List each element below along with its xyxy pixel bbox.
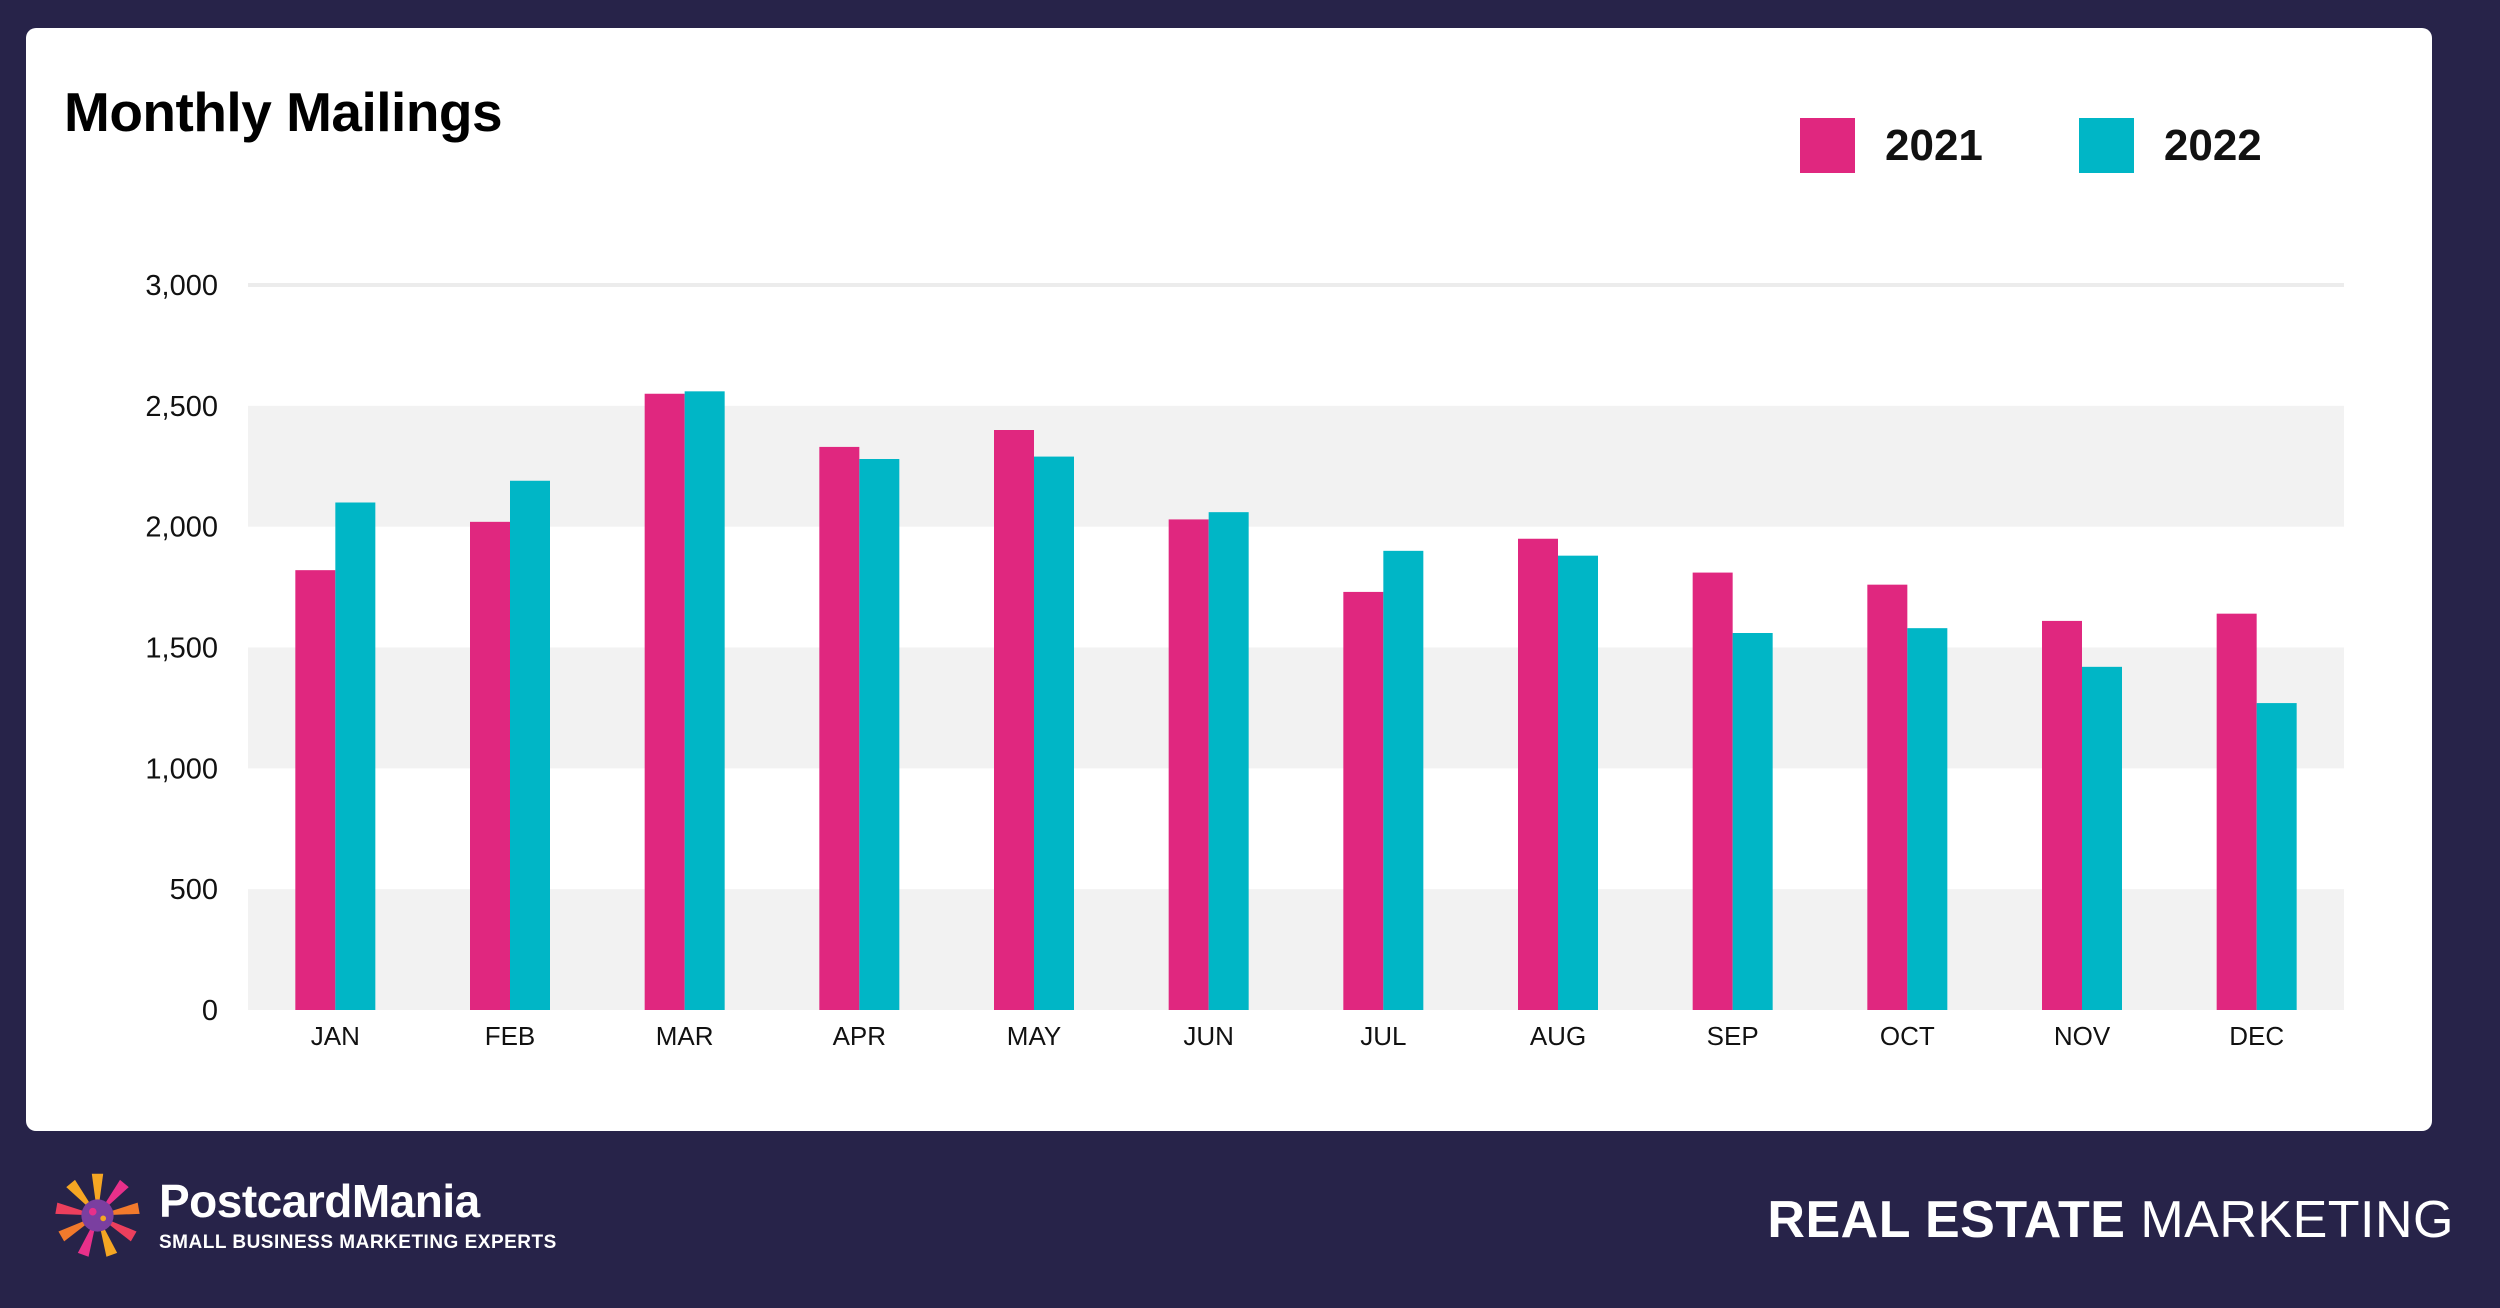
category-label-light: MARKETING: [2140, 1191, 2454, 1249]
x-tick-label: SEP: [1707, 1021, 1759, 1051]
bar-2021: [1168, 519, 1209, 1010]
legend-item-2022: 2022: [2078, 118, 2262, 173]
chart-title: Monthly Mailings: [64, 81, 503, 143]
x-tick-label: MAR: [656, 1021, 714, 1051]
y-tick-label: 1,500: [145, 633, 218, 665]
bar-2021: [1518, 538, 1558, 1010]
brand-tagline: SMALL BUSINESS MARKETING EXPERTS: [159, 1231, 557, 1253]
y-tick-label: 2,000: [145, 512, 218, 544]
brand-name: PostcardMania: [159, 1174, 480, 1227]
y-tick-label: 3,000: [145, 270, 218, 302]
bar-2022: [510, 480, 550, 1010]
x-tick-label: JUN: [1183, 1021, 1234, 1051]
bar-2022: [1732, 633, 1773, 1010]
bar-2022: [1907, 628, 1948, 1010]
bar-2022: [684, 391, 725, 1010]
grid-band: [248, 889, 2344, 1010]
brand-logo: PostcardMania SMALL BUSINESS MARKETING E…: [50, 1168, 557, 1263]
bar-2022: [1034, 456, 1074, 1010]
x-tick-label: JAN: [311, 1021, 360, 1051]
bar-2021: [2042, 620, 2082, 1010]
y-tick-label: 1,000: [145, 753, 218, 785]
y-tick-label: 2,500: [145, 391, 218, 423]
x-tick-label: APR: [833, 1021, 886, 1051]
grid-band: [248, 405, 2344, 527]
bar-2021: [295, 570, 336, 1010]
legend-swatch-2022: [2078, 118, 2134, 173]
bar-2021: [1867, 584, 1908, 1010]
x-tick-label: JUL: [1360, 1021, 1406, 1051]
x-tick-label: DEC: [2229, 1021, 2284, 1051]
x-tick-label: FEB: [485, 1021, 536, 1051]
grid-band: [248, 647, 2344, 769]
legend-item-2021: 2021: [1800, 118, 1983, 173]
bar-2022: [335, 502, 376, 1010]
legend: 2021 2022: [1800, 118, 2262, 173]
x-tick-label: OCT: [1880, 1021, 1935, 1051]
category-label: REAL ESTATE MARKETING: [1767, 1190, 2454, 1250]
bar-2021: [1692, 572, 1733, 1010]
bar-2022: [1208, 512, 1249, 1010]
y-tick-label: 0: [202, 995, 218, 1027]
legend-swatch-2021: [1800, 118, 1855, 173]
bar-2022: [859, 459, 900, 1010]
x-tick-label: NOV: [2054, 1021, 2111, 1051]
bar-2021: [994, 430, 1034, 1010]
bar-2021: [470, 521, 510, 1010]
x-tick-label: MAY: [1007, 1021, 1061, 1051]
legend-label-2022: 2022: [2163, 120, 2262, 170]
y-tick-label: 500: [170, 874, 218, 906]
bar-2022: [1558, 555, 1598, 1010]
bar-2022: [2256, 703, 2297, 1010]
sunburst-logo-icon: [55, 1173, 140, 1257]
category-label-bold: REAL ESTATE: [1767, 1191, 2126, 1249]
bar-2022: [1383, 550, 1424, 1010]
legend-label-2021: 2021: [1885, 120, 1983, 170]
bar-2021: [2216, 613, 2257, 1010]
bar-2021: [644, 393, 685, 1010]
bar-2022: [2082, 666, 2122, 1010]
bar-2021: [819, 446, 860, 1011]
x-tick-label: AUG: [1530, 1021, 1586, 1051]
brand-text: PostcardMania SMALL BUSINESS MARKETING E…: [159, 1178, 557, 1254]
bar-2021: [1343, 591, 1384, 1010]
